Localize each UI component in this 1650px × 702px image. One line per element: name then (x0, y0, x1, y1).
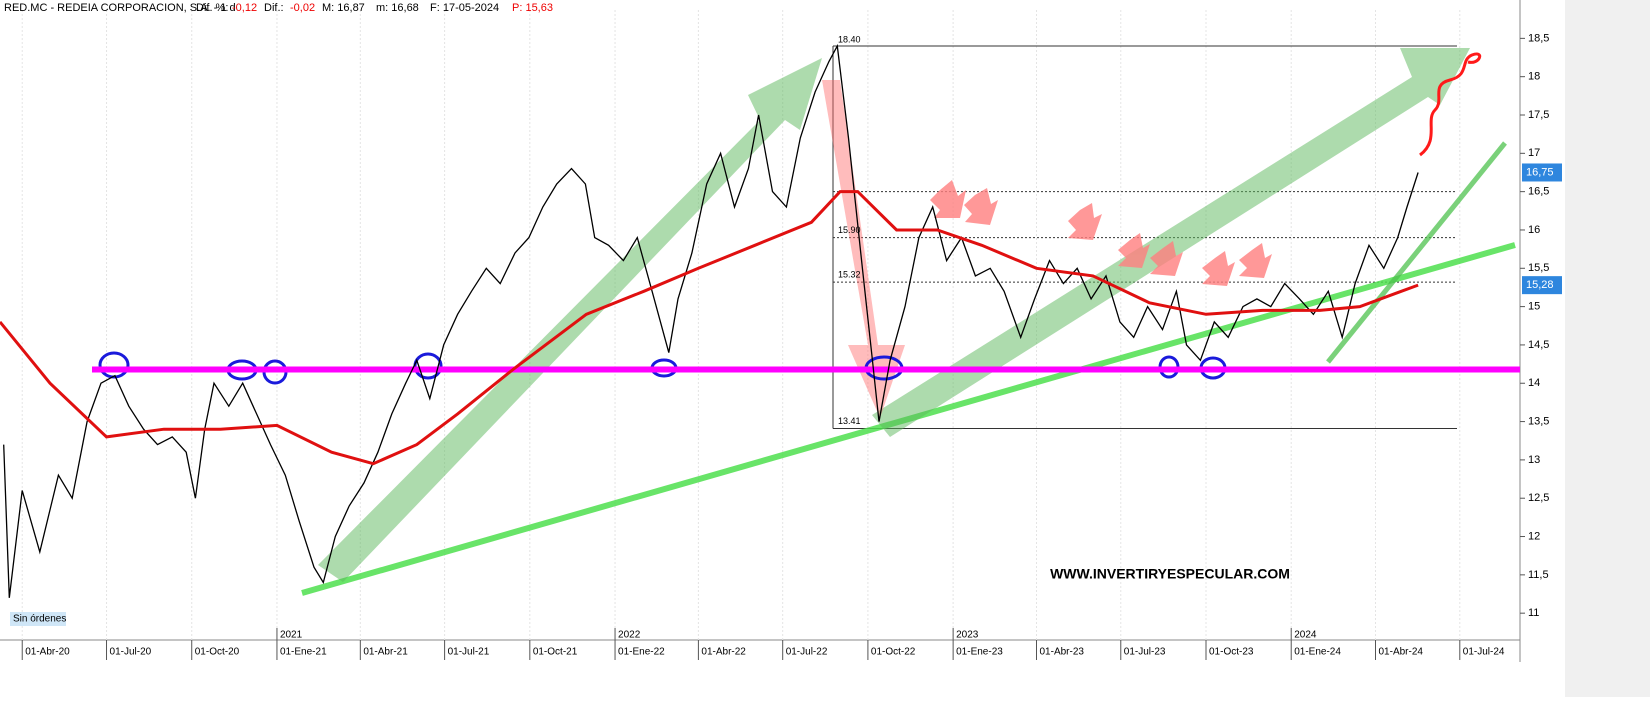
header-value: m: 16,68 (376, 2, 419, 14)
y-tick-label: 12,5 (1528, 492, 1549, 504)
x-tick-label: 01-Oct-21 (533, 647, 578, 658)
x-tick-label: 01-Ene-22 (618, 647, 665, 658)
y-tick-label: 15,5 (1528, 262, 1549, 274)
down-arrow (822, 80, 905, 418)
pink-arrows (930, 180, 1272, 286)
year-label: 2021 (280, 630, 303, 641)
x-tick-label: 01-Abr-22 (701, 647, 746, 658)
x-tick-label: 01-Jul-20 (110, 647, 152, 658)
series-line (0, 190, 1419, 466)
header-symbol: RED.MC - REDEIA CORPORACION, S.A. - 1 d (4, 2, 236, 14)
level-label: 13.41 (838, 416, 861, 426)
level-label: 15.32 (838, 269, 861, 279)
x-tick-label: 01-Ene-24 (1294, 647, 1341, 658)
y-tick-label: 13,5 (1528, 415, 1549, 427)
header-label: Dif.: (264, 2, 284, 14)
x-axis-band (0, 640, 1520, 662)
y-tick-label: 14 (1528, 377, 1540, 389)
price-marker (1522, 163, 1562, 182)
y-tick-label: 18,5 (1528, 32, 1549, 44)
y-tick-label: 14,5 (1528, 339, 1549, 351)
price-marker (1522, 276, 1562, 295)
y-tick-label: 16 (1528, 224, 1540, 236)
status: Sin órdenes (13, 614, 66, 625)
x-tick-label: 01-Jul-21 (448, 647, 490, 658)
trend-line (1326, 141, 1507, 364)
header-value: M: 16,87 (322, 2, 365, 14)
watermark: WWW.INVERTIRYESPECULAR.COM (1050, 566, 1290, 582)
annotations (98, 48, 1516, 596)
y-tick-label: 11 (1528, 607, 1539, 619)
year-label: 2023 (956, 630, 979, 641)
x-tick-label: 01-Oct-23 (1209, 647, 1254, 658)
y-tick-label: 17 (1528, 147, 1540, 159)
year-label: 2022 (618, 630, 641, 641)
status-box (10, 612, 66, 626)
x-tick-label: 01-Abr-20 (25, 647, 70, 658)
x-tick-label: 01-Jul-24 (1463, 647, 1505, 658)
projection-squiggle (1419, 52, 1482, 157)
y-tick-label: 16,5 (1528, 186, 1549, 198)
x-tick-label: 01-Abr-23 (1039, 647, 1084, 658)
header-value: P: 15,63 (512, 2, 553, 14)
y-tick-label: 15 (1528, 301, 1540, 313)
y-tick-label: 11,5 (1528, 569, 1549, 581)
y-tick-label: 12 (1528, 530, 1540, 542)
y-tick-label: 17,5 (1528, 109, 1549, 121)
level-label: 15.90 (838, 225, 861, 235)
x-tick-label: 01-Ene-21 (280, 647, 327, 658)
header-value: -0,12 (232, 2, 257, 14)
header-value: F: 17-05-2024 (430, 2, 499, 14)
price-marker-label: 15,28 (1526, 279, 1554, 291)
x-tick-label: 01-Oct-20 (195, 647, 240, 658)
series-line (3, 43, 1419, 598)
header-value: -0,02 (290, 2, 315, 14)
header-label: Dif. %: (196, 2, 228, 14)
x-tick-label: 01-Abr-21 (363, 647, 408, 658)
x-tick-label: 01-Oct-22 (871, 647, 916, 658)
y-tick-label: 13 (1528, 454, 1540, 466)
level-label: 18.40 (838, 34, 861, 44)
x-tick-label: 01-Jul-22 (786, 647, 828, 658)
up-arrow (318, 58, 822, 582)
x-tick-label: 01-Abr-24 (1379, 647, 1424, 658)
x-tick-label: 01-Jul-23 (1124, 647, 1166, 658)
x-tick-label: 01-Ene-23 (956, 647, 1003, 658)
grid (21, 10, 1461, 640)
y-tick-label: 18 (1528, 71, 1540, 83)
year-label: 2024 (1294, 630, 1317, 641)
price-marker-label: 16,75 (1526, 166, 1554, 178)
side-panel (1565, 0, 1650, 697)
